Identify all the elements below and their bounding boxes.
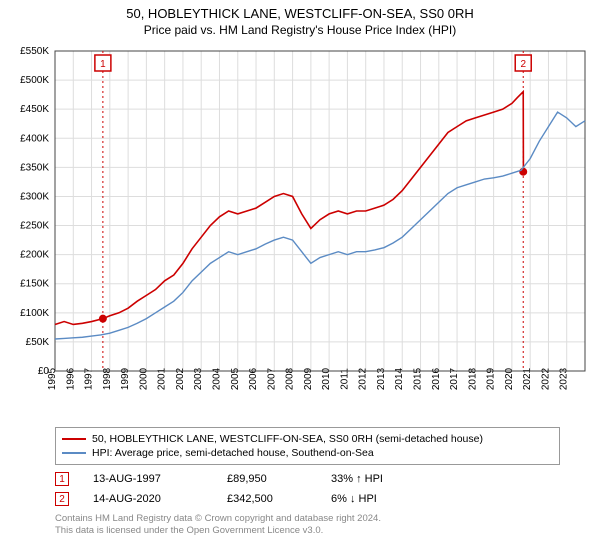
transaction-delta: 33% ↑ HPI <box>331 473 383 485</box>
legend-swatch <box>62 438 86 440</box>
transaction-price: £89,950 <box>227 473 307 485</box>
legend-item: HPI: Average price, semi-detached house,… <box>62 446 553 460</box>
y-tick-label: £50K <box>26 337 50 348</box>
y-tick-label: £400K <box>20 133 49 144</box>
footer-line-1: Contains HM Land Registry data © Crown c… <box>55 513 560 525</box>
transaction-marker-square: 1 <box>55 472 69 486</box>
transaction-price: £342,500 <box>227 493 307 505</box>
y-tick-label: £450K <box>20 104 49 115</box>
y-tick-label: £250K <box>20 221 49 232</box>
y-tick-label: £200K <box>20 250 49 261</box>
legend-label: HPI: Average price, semi-detached house,… <box>92 447 374 459</box>
y-tick-label: £100K <box>20 308 49 319</box>
y-tick-label: £350K <box>20 162 49 173</box>
marker-number: 2 <box>520 59 526 70</box>
chart-title-subtitle: Price paid vs. HM Land Registry's House … <box>0 21 600 41</box>
transaction-date: 13-AUG-1997 <box>93 473 203 485</box>
legend-box: 50, HOBLEYTHICK LANE, WESTCLIFF-ON-SEA, … <box>55 427 560 465</box>
chart-title-address: 50, HOBLEYTHICK LANE, WESTCLIFF-ON-SEA, … <box>0 0 600 21</box>
y-tick-label: £550K <box>20 46 49 57</box>
transaction-marker-square: 2 <box>55 492 69 506</box>
chart-plot-area: £0£50K£100K£150K£200K£250K£300K£350K£400… <box>0 41 600 421</box>
y-tick-label: £150K <box>20 279 49 290</box>
legend-label: 50, HOBLEYTHICK LANE, WESTCLIFF-ON-SEA, … <box>92 433 483 445</box>
chart-svg: £0£50K£100K£150K£200K£250K£300K£350K£400… <box>0 41 600 421</box>
transaction-date: 14-AUG-2020 <box>93 493 203 505</box>
transaction-delta: 6% ↓ HPI <box>331 493 377 505</box>
y-tick-label: £300K <box>20 191 49 202</box>
transaction-row: 2 14-AUG-2020 £342,500 6% ↓ HPI <box>55 489 560 509</box>
legend-item: 50, HOBLEYTHICK LANE, WESTCLIFF-ON-SEA, … <box>62 432 553 446</box>
marker-number: 1 <box>100 59 106 70</box>
transaction-row: 1 13-AUG-1997 £89,950 33% ↑ HPI <box>55 469 560 489</box>
y-tick-label: £500K <box>20 75 49 86</box>
footer-attribution: Contains HM Land Registry data © Crown c… <box>55 513 560 538</box>
legend-swatch <box>62 452 86 454</box>
footer-line-2: This data is licensed under the Open Gov… <box>55 525 560 537</box>
transaction-rows: 1 13-AUG-1997 £89,950 33% ↑ HPI 2 14-AUG-2020… <box>55 469 560 509</box>
chart-container: 50, HOBLEYTHICK LANE, WESTCLIFF-ON-SEA, … <box>0 0 600 560</box>
